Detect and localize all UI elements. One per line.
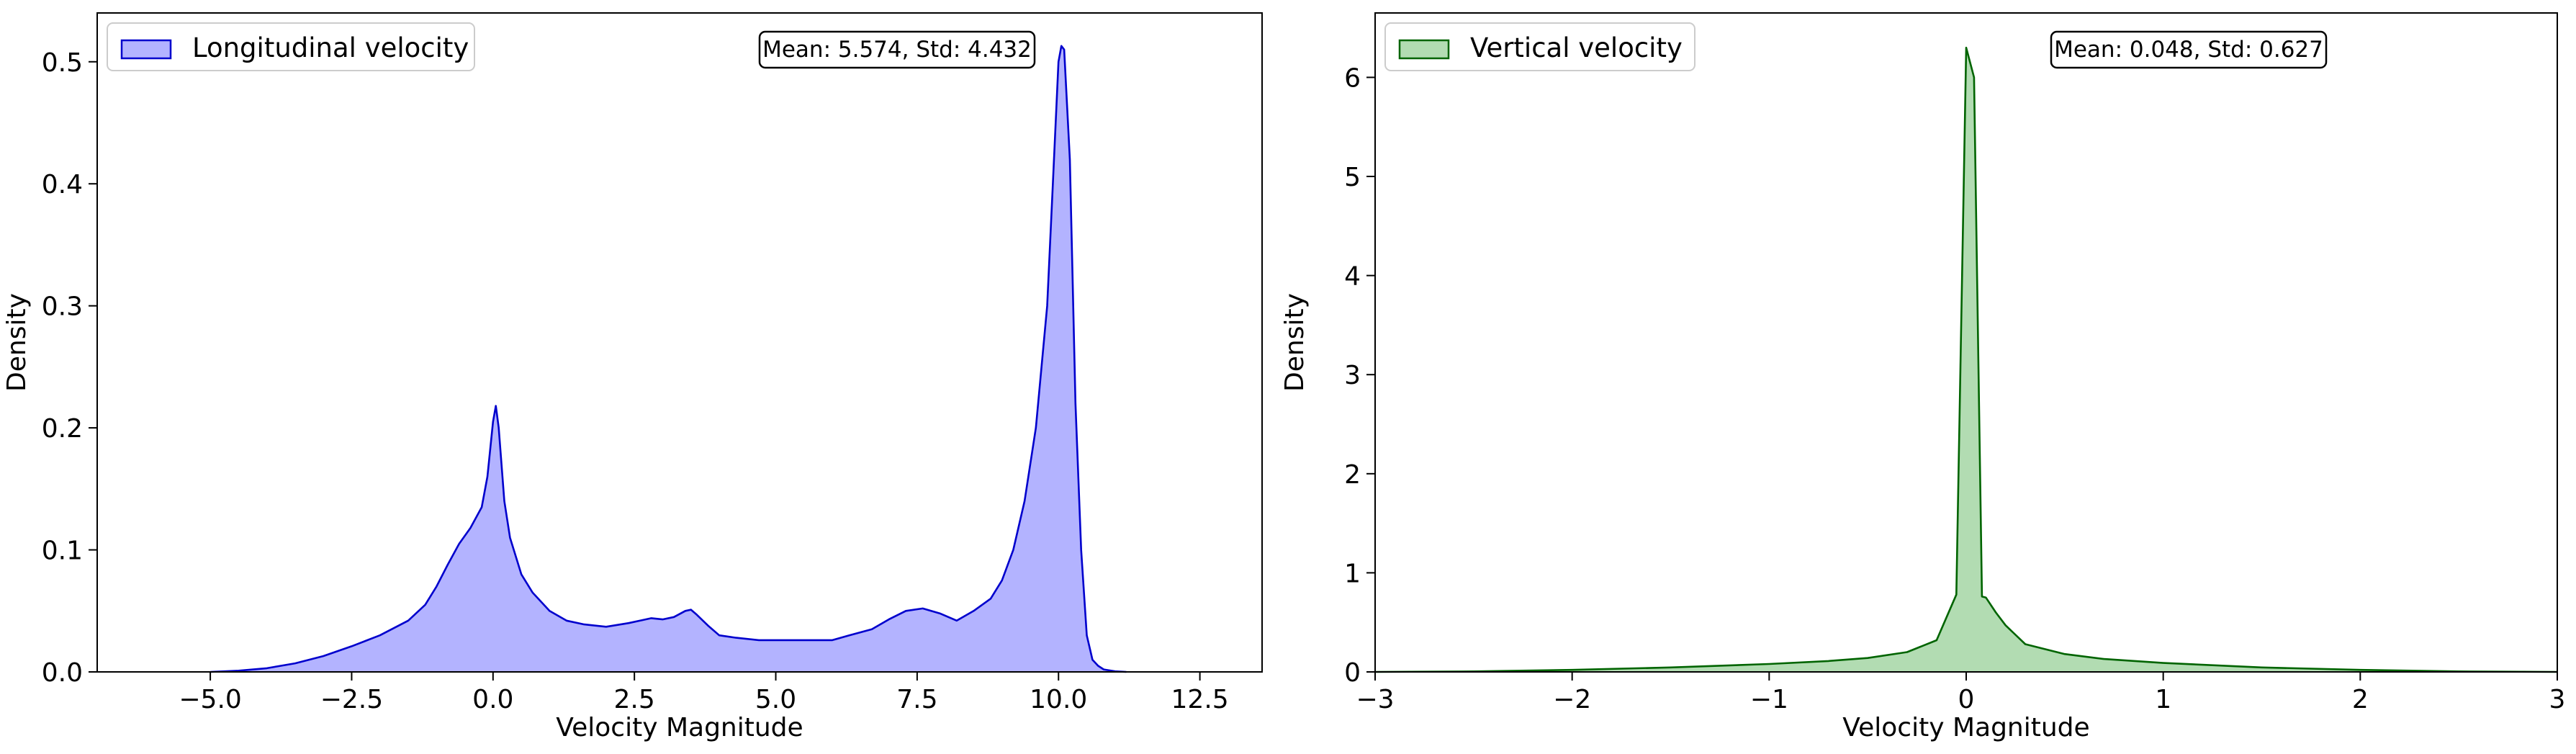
y-tick-label: 3 bbox=[1344, 361, 1361, 390]
x-tick-label: −1 bbox=[1750, 685, 1788, 714]
stats-box: Mean: 5.574, Std: 4.432 bbox=[758, 30, 1036, 69]
y-tick-label: 0.4 bbox=[42, 170, 83, 199]
density-line bbox=[1374, 46, 2558, 673]
legend-swatch bbox=[1398, 39, 1450, 60]
x-tick-label: 3 bbox=[2549, 685, 2566, 714]
y-tick-label: 0.2 bbox=[42, 414, 83, 444]
density-area bbox=[1375, 48, 2557, 672]
stats-text: Mean: 0.048, Std: 0.627 bbox=[2054, 37, 2323, 63]
x-tick-label: −2.5 bbox=[320, 685, 383, 714]
legend-label: Vertical velocity bbox=[1470, 32, 1683, 63]
x-axis-label: Velocity Magnitude bbox=[556, 713, 803, 742]
y-tick-label: 0.1 bbox=[42, 537, 83, 566]
y-axis-label: Density bbox=[2, 293, 32, 392]
y-tick-label: 0.5 bbox=[42, 48, 83, 78]
vertical-velocity-chart: −3 −2 −1 0 1 2 3 0 1 2 3 4 5 6 Velocity Magnitude Densi… bbox=[1280, 12, 2566, 742]
y-tick-label: 2 bbox=[1344, 460, 1361, 490]
x-tick-label: 2 bbox=[2352, 685, 2369, 714]
x-axis-label: Velocity Magnitude bbox=[1842, 713, 2089, 742]
x-tick-label: 7.5 bbox=[896, 685, 937, 714]
plot-frame bbox=[96, 12, 1263, 673]
legend: Longitudinal velocity bbox=[107, 22, 475, 71]
legend-box bbox=[107, 22, 475, 71]
longitudinal-velocity-chart: −5.0 −2.5 0.0 2.5 5.0 7.5 10.0 12.5 0.0 0.1 0.2 0.3… bbox=[2, 12, 1263, 742]
x-tick-label: 10.0 bbox=[1030, 685, 1087, 714]
x-tick-label: 0.0 bbox=[472, 685, 513, 714]
y-axis-label: Density bbox=[1280, 293, 1310, 392]
y-tick-label: 1 bbox=[1344, 559, 1361, 588]
y-tick-label: 6 bbox=[1344, 63, 1361, 93]
y-tick-label: 5 bbox=[1344, 163, 1361, 192]
y-tick-label: 4 bbox=[1344, 262, 1361, 292]
stats-box-frame bbox=[758, 30, 1036, 69]
x-tick-label: −5.0 bbox=[179, 685, 241, 714]
legend-swatch bbox=[120, 39, 172, 60]
y-tick-label: 0.0 bbox=[42, 658, 83, 688]
y-tick-label: 0 bbox=[1344, 658, 1361, 688]
x-tick-label: 0 bbox=[1958, 685, 1975, 714]
legend: Vertical velocity bbox=[1384, 22, 1695, 71]
legend-box bbox=[1384, 22, 1695, 71]
legend-label: Longitudinal velocity bbox=[192, 32, 469, 63]
y-tick-label: 0.3 bbox=[42, 292, 83, 322]
x-tick-label: 12.5 bbox=[1171, 685, 1229, 714]
stats-box: Mean: 0.048, Std: 0.627 bbox=[2050, 30, 2328, 69]
stats-box-frame bbox=[2050, 30, 2328, 69]
x-tick-label: 1 bbox=[2155, 685, 2171, 714]
x-tick-label: −3 bbox=[1356, 685, 1394, 714]
x-tick-label: 5.0 bbox=[755, 685, 796, 714]
stats-text: Mean: 5.574, Std: 4.432 bbox=[762, 37, 1032, 63]
x-tick-label: 2.5 bbox=[614, 685, 655, 714]
density-area bbox=[210, 45, 1127, 673]
density-line bbox=[210, 45, 1127, 673]
x-tick-label: −2 bbox=[1553, 685, 1591, 714]
